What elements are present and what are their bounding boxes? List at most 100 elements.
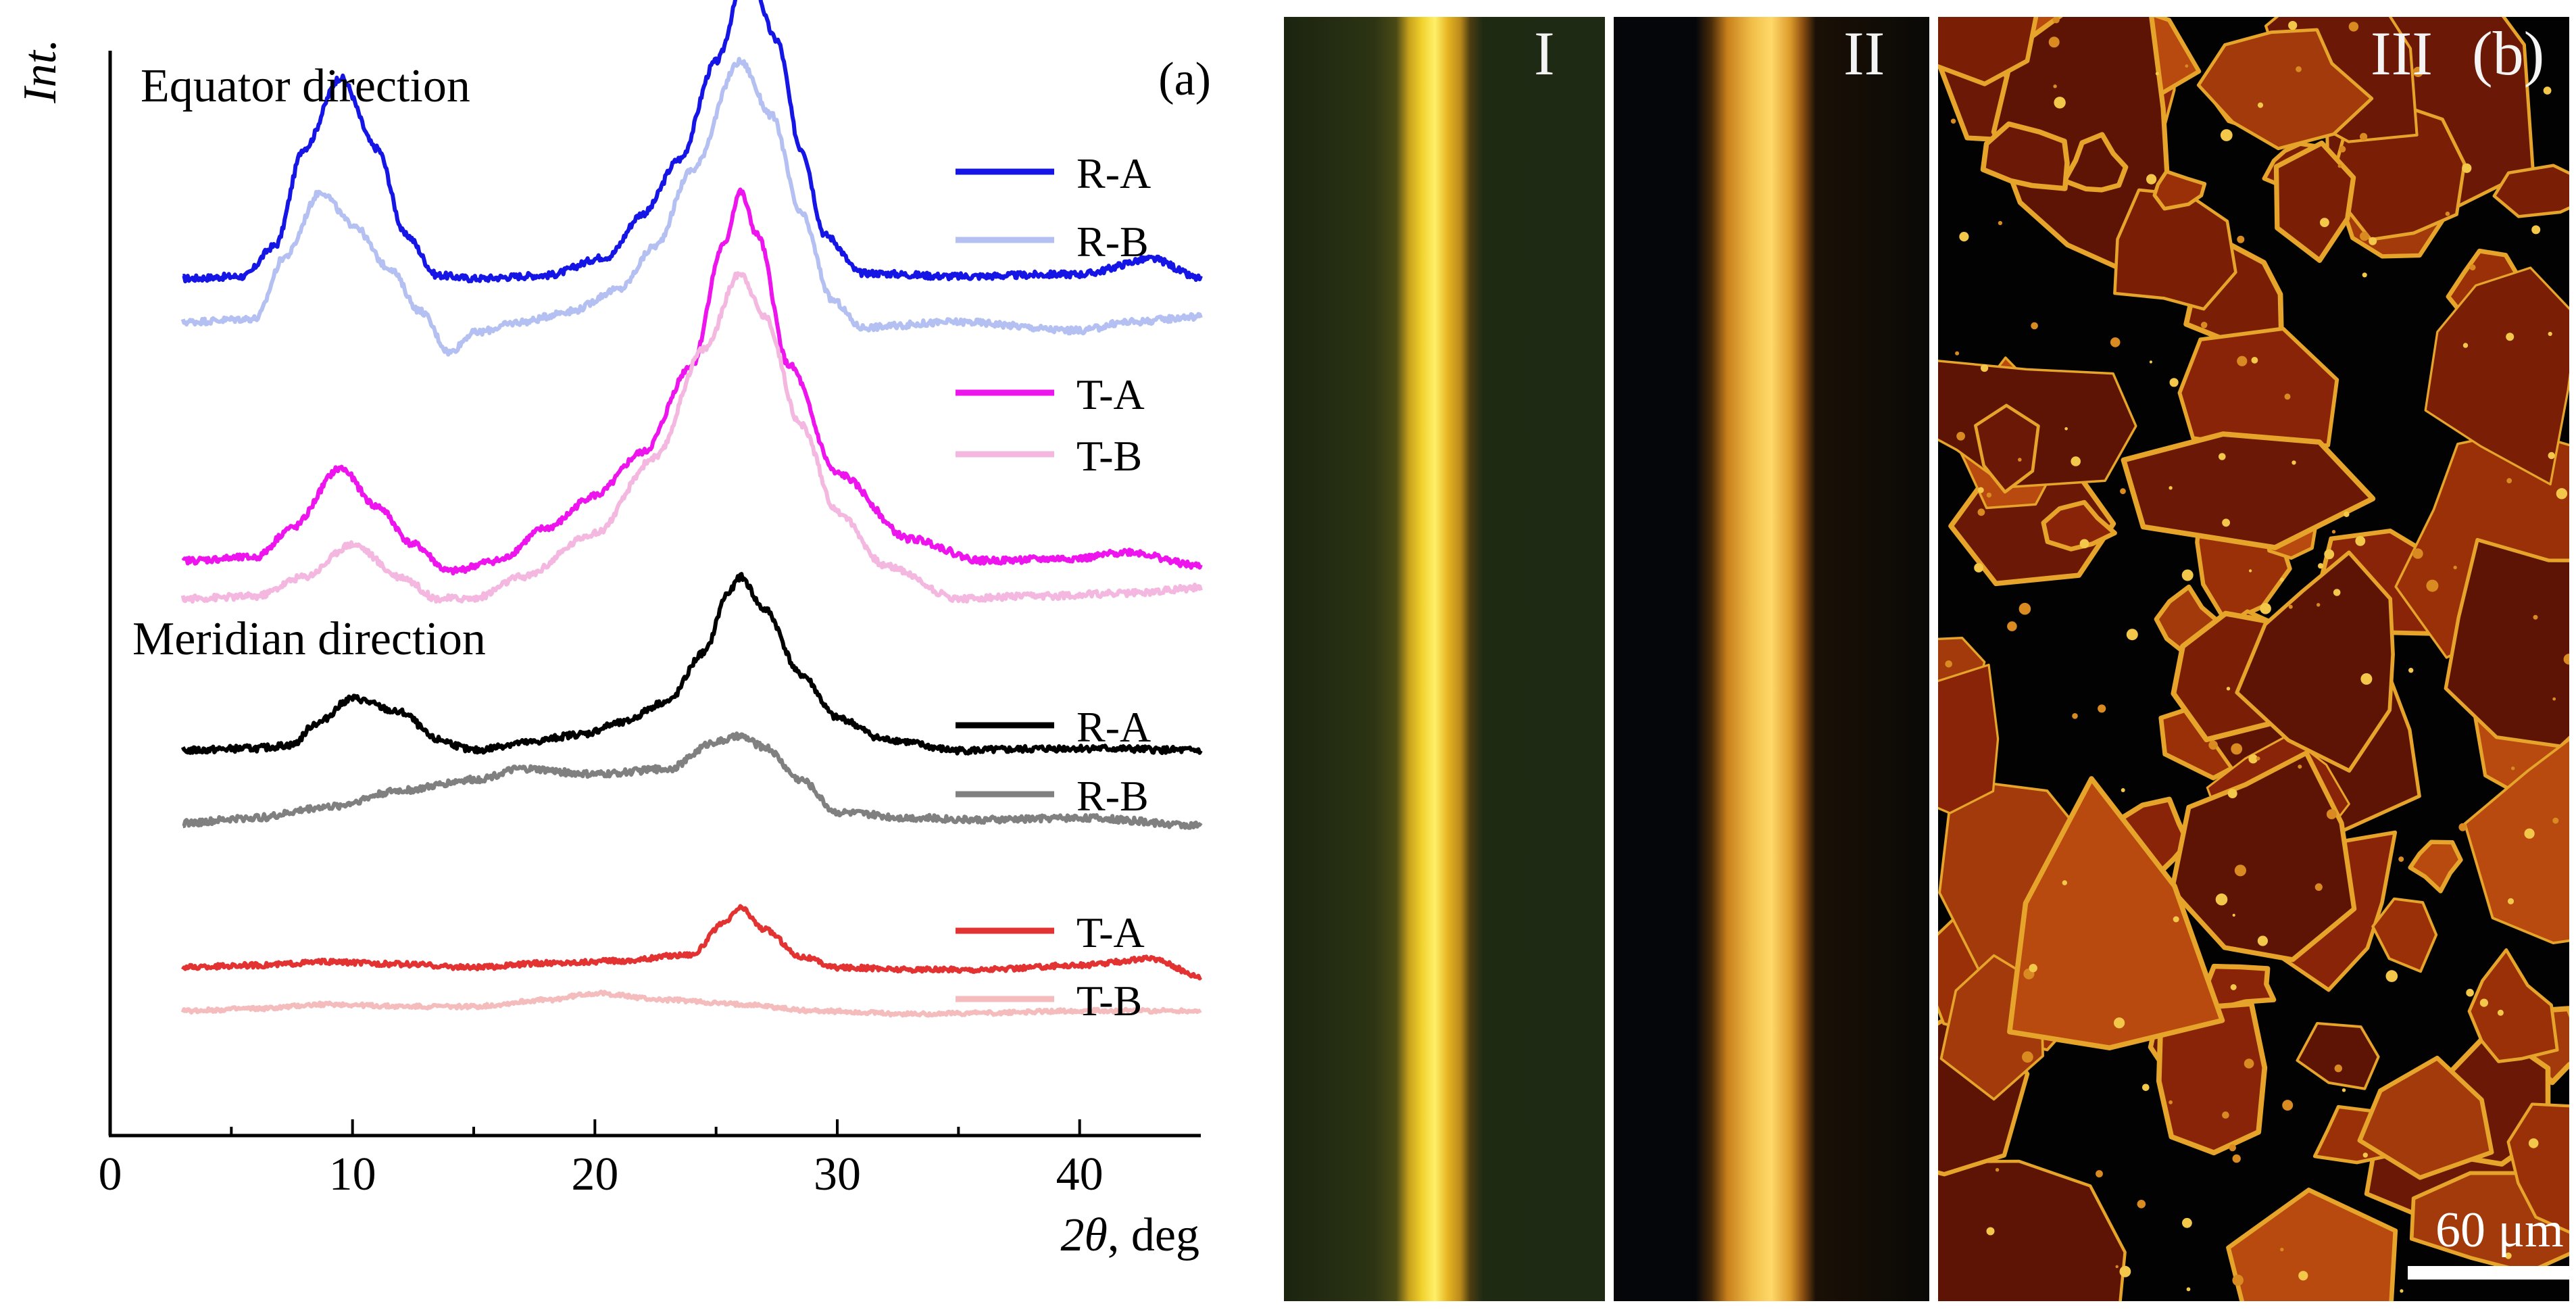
particle bbox=[1980, 121, 2070, 191]
particle-speck bbox=[2048, 36, 2060, 48]
particle bbox=[1974, 404, 2040, 494]
series-line-equator-r-a bbox=[182, 0, 1203, 284]
panel-label-a: (a) bbox=[1158, 53, 1211, 105]
particle-speck bbox=[2360, 231, 2369, 241]
particle-speck bbox=[2385, 970, 2398, 982]
particle-speck bbox=[2466, 988, 2474, 997]
particle-speck bbox=[2222, 518, 2230, 527]
particle-speck bbox=[2326, 809, 2337, 820]
particle-speck bbox=[1977, 487, 1984, 493]
particle-speck bbox=[2232, 1274, 2244, 1286]
particle-speck bbox=[2185, 64, 2189, 68]
plot-area bbox=[180, 0, 1203, 1018]
particle bbox=[2463, 737, 2569, 945]
particle-speck bbox=[2169, 486, 2173, 490]
particle-speck bbox=[2543, 87, 2552, 95]
particle bbox=[2196, 28, 2374, 151]
particle-speck bbox=[2018, 458, 2022, 462]
group-title-meridian: Meridian direction bbox=[132, 613, 486, 665]
micrograph-figure: I II III (b) bbox=[1284, 17, 2569, 1301]
particle-speck bbox=[2344, 511, 2350, 517]
legend-label-2: T-A bbox=[1076, 370, 1145, 418]
particle-speck bbox=[2369, 237, 2377, 245]
particle-speck bbox=[2071, 456, 2081, 466]
particle-speck bbox=[2121, 788, 2125, 792]
particle-speck bbox=[2234, 865, 2246, 877]
micrograph-panel-2: II bbox=[1614, 17, 1929, 1301]
x-tick-label-10: 10 bbox=[329, 1148, 376, 1200]
particle-speck bbox=[2029, 964, 2037, 973]
particle-speck bbox=[2505, 1252, 2512, 1259]
series-line-equator-t-b bbox=[180, 271, 1203, 604]
x-axis-symbol: 2θ bbox=[1061, 1209, 1108, 1261]
particle-speck bbox=[2408, 668, 2414, 673]
particle-speck bbox=[1945, 660, 1952, 668]
x-ticks: 0 10 20 30 40 bbox=[99, 1119, 1104, 1200]
particle-speck bbox=[2426, 579, 2439, 592]
particle-speck bbox=[2244, 1058, 2254, 1069]
particle-speck bbox=[1950, 118, 1956, 124]
xrd-chart: 0 10 20 30 40 R-AR-BT-AT-BR-AR-BT-AT-B Int. … bbox=[14, 0, 1211, 1261]
particle-speck bbox=[2126, 629, 2138, 641]
particle-speck bbox=[2317, 603, 2321, 607]
particle-speck bbox=[2524, 828, 2535, 839]
particle-speck bbox=[2031, 322, 2038, 330]
series-line-meridian-r-a bbox=[180, 572, 1203, 756]
x-tick-label-40: 40 bbox=[1056, 1148, 1104, 1200]
particle bbox=[2444, 537, 2569, 748]
series-line-meridian-t-b bbox=[180, 990, 1202, 1018]
particle-speck bbox=[2018, 602, 2031, 615]
particle-speck bbox=[2072, 713, 2078, 719]
particle-speck bbox=[2146, 174, 2157, 185]
particle-speck bbox=[2062, 880, 2067, 885]
particle-speck bbox=[2054, 97, 2066, 109]
particle bbox=[2273, 140, 2356, 263]
particle-speck bbox=[2279, 577, 2284, 582]
particle-speck bbox=[2458, 823, 2467, 831]
particle bbox=[2226, 1188, 2398, 1301]
legend-label-5: R-B bbox=[1076, 772, 1149, 820]
particle-speck bbox=[2548, 452, 2555, 460]
particle-speck bbox=[2115, 1265, 2119, 1269]
particle-speck bbox=[2248, 754, 2258, 764]
particle-speck bbox=[2288, 604, 2293, 609]
particle-speck bbox=[2506, 333, 2515, 341]
particle-speck bbox=[2360, 673, 2373, 685]
particle-speck bbox=[2533, 614, 2538, 620]
particle-speck bbox=[2182, 1217, 2192, 1228]
particle-speck bbox=[2298, 1271, 2308, 1281]
series-line-meridian-t-a bbox=[181, 904, 1203, 981]
particle-speck bbox=[2528, 1138, 2539, 1148]
particle-speck bbox=[2400, 1289, 2404, 1293]
particle bbox=[2424, 266, 2569, 486]
particle-speck bbox=[2282, 1100, 2294, 1111]
particle-speck bbox=[2232, 1154, 2241, 1163]
particle-speck bbox=[2462, 163, 2472, 173]
particle-speck bbox=[2318, 563, 2324, 569]
particle bbox=[2062, 132, 2129, 193]
particle-speck bbox=[2173, 916, 2179, 923]
legend-label-0: R-A bbox=[1076, 149, 1151, 197]
particle bbox=[2169, 750, 2357, 963]
x-tick-label-20: 20 bbox=[571, 1148, 618, 1200]
particle-speck bbox=[2237, 356, 2248, 366]
legend-label-1: R-B bbox=[1076, 218, 1149, 266]
legend-label-3: T-B bbox=[1076, 432, 1142, 480]
particle-speck bbox=[1986, 1227, 1995, 1236]
particle-speck bbox=[2334, 1064, 2342, 1073]
particle-speck bbox=[2507, 898, 2515, 904]
particle-speck bbox=[2260, 603, 2271, 614]
particle-speck bbox=[2296, 66, 2302, 72]
particle-speck bbox=[2479, 998, 2488, 1007]
particle-speck bbox=[1977, 508, 1985, 516]
particle-speck bbox=[2511, 766, 2515, 771]
micrograph-label-1: I bbox=[1534, 19, 1555, 88]
panel-label-b: (b) bbox=[2472, 19, 2545, 88]
particle-speck bbox=[2231, 743, 2243, 755]
particle-speck bbox=[2052, 17, 2060, 24]
particle-speck bbox=[2220, 129, 2233, 141]
y-axis-label: Int. bbox=[14, 39, 66, 103]
particle-speck bbox=[2288, 21, 2298, 30]
particle-speck bbox=[2355, 536, 2366, 546]
particle-speck bbox=[2222, 1111, 2229, 1119]
